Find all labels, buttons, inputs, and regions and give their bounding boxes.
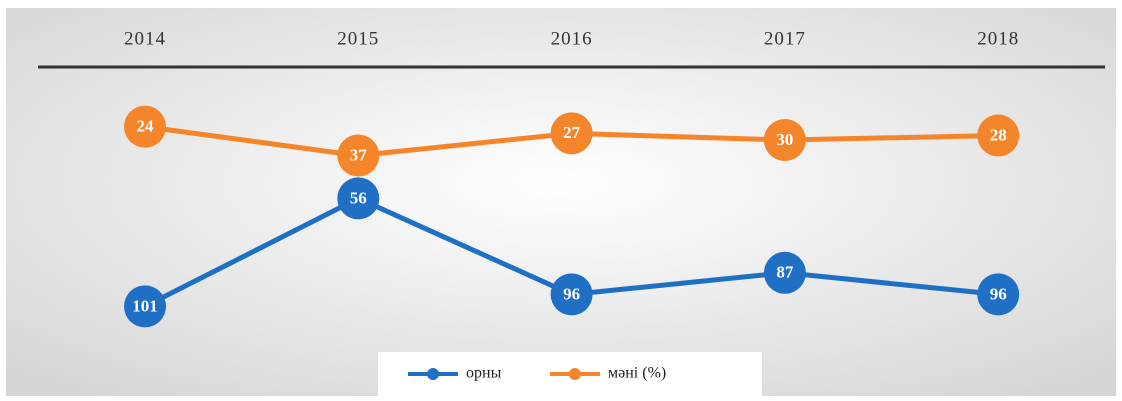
point-marker bbox=[550, 273, 593, 316]
point-label: 87 bbox=[776, 263, 794, 282]
point-label: 56 bbox=[350, 188, 367, 207]
point-marker bbox=[763, 119, 806, 161]
point-label: 101 bbox=[132, 296, 158, 315]
legend-label: орны bbox=[466, 365, 502, 382]
x-tick-label: 2014 bbox=[124, 28, 166, 49]
x-tick-label: 2017 bbox=[764, 28, 806, 49]
point-label: 37 bbox=[350, 145, 368, 164]
legend-marker bbox=[569, 368, 581, 380]
x-tick-label: 2018 bbox=[977, 28, 1019, 49]
point-label: 27 bbox=[563, 123, 581, 142]
point-label: 30 bbox=[776, 130, 793, 149]
legend-label: мәні (%) bbox=[608, 365, 666, 382]
point-label: 96 bbox=[563, 284, 580, 303]
point-marker bbox=[124, 105, 166, 148]
point-marker bbox=[763, 251, 806, 294]
legend-marker bbox=[427, 368, 439, 380]
point-marker bbox=[977, 114, 1020, 157]
plot-background bbox=[6, 8, 1116, 396]
point-marker bbox=[337, 134, 380, 177]
point-label: 96 bbox=[990, 284, 1007, 303]
point-label: 28 bbox=[990, 125, 1007, 144]
x-tick-label: 2016 bbox=[551, 28, 593, 49]
point-label: 24 bbox=[137, 117, 155, 136]
point-marker bbox=[550, 112, 593, 155]
point-marker bbox=[124, 285, 166, 328]
point-marker bbox=[977, 273, 1020, 316]
x-tick-label: 2015 bbox=[337, 28, 379, 49]
point-marker bbox=[337, 177, 380, 220]
